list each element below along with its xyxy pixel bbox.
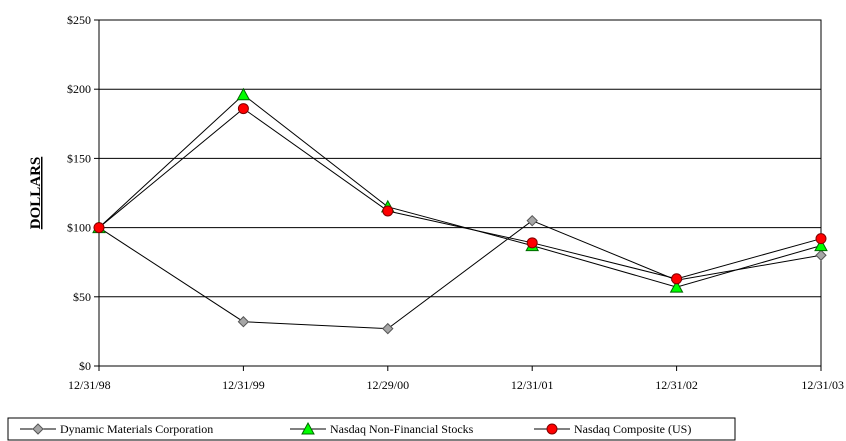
x-tick-label: 12/31/01 (511, 378, 554, 392)
series-line (98, 220, 822, 330)
data-point (237, 316, 250, 328)
legend-marker (301, 421, 315, 435)
data-point (526, 214, 538, 227)
series-lines (92, 87, 828, 335)
legend-marker (32, 423, 44, 435)
data-point (815, 249, 827, 261)
legend-label: Nasdaq Composite (US) (574, 422, 691, 436)
data-point (236, 87, 251, 101)
gridlines (99, 88, 821, 298)
data-point (669, 280, 684, 293)
x-tick-label: 12/31/03 (801, 378, 844, 392)
x-tick-label: 12/31/02 (655, 378, 698, 392)
x-axis-ticks: 12/31/98 12/31/99 12/29/00 12/31/01 12/31/02… (68, 366, 844, 392)
x-tick-label: 12/31/99 (222, 378, 265, 392)
series-3 (93, 103, 827, 285)
data-point (93, 222, 105, 234)
legend-entry: Dynamic Materials Corporation (20, 422, 213, 436)
y-tick-label: $50 (73, 290, 91, 304)
y-tick-label: $0 (79, 359, 91, 373)
legend-label: Dynamic Materials Corporation (60, 422, 213, 436)
data-point (814, 238, 828, 252)
legend-marker (546, 423, 558, 435)
y-tick-label: $200 (67, 82, 91, 96)
legend: Dynamic Materials Corporation Nasdaq Non-… (7, 417, 736, 441)
data-point (815, 233, 827, 245)
series-2 (92, 87, 828, 293)
y-axis-ticks: $0 $50 $100 $150 $200 $250 (67, 13, 99, 373)
x-tick-label: 12/29/00 (366, 378, 409, 392)
y-axis-title: DOLLARS (28, 157, 44, 230)
data-point (382, 322, 394, 335)
data-point (526, 237, 538, 249)
y-tick-label: $100 (67, 221, 91, 235)
y-tick-label: $250 (67, 13, 91, 27)
legend-entry: Nasdaq Composite (US) (534, 422, 691, 436)
plot-area (98, 19, 822, 367)
series-line (98, 94, 822, 288)
legend-label: Nasdaq Non-Financial Stocks (330, 422, 474, 436)
legend-box (7, 417, 736, 441)
data-point (671, 273, 683, 285)
y-tick-label: $150 (67, 151, 91, 165)
data-point (382, 205, 394, 217)
data-point (237, 103, 249, 115)
series-1 (93, 214, 827, 335)
legend-entry: Nasdaq Non-Financial Stocks (290, 421, 474, 436)
series-line (98, 107, 822, 280)
x-tick-label: 12/31/98 (68, 378, 111, 392)
